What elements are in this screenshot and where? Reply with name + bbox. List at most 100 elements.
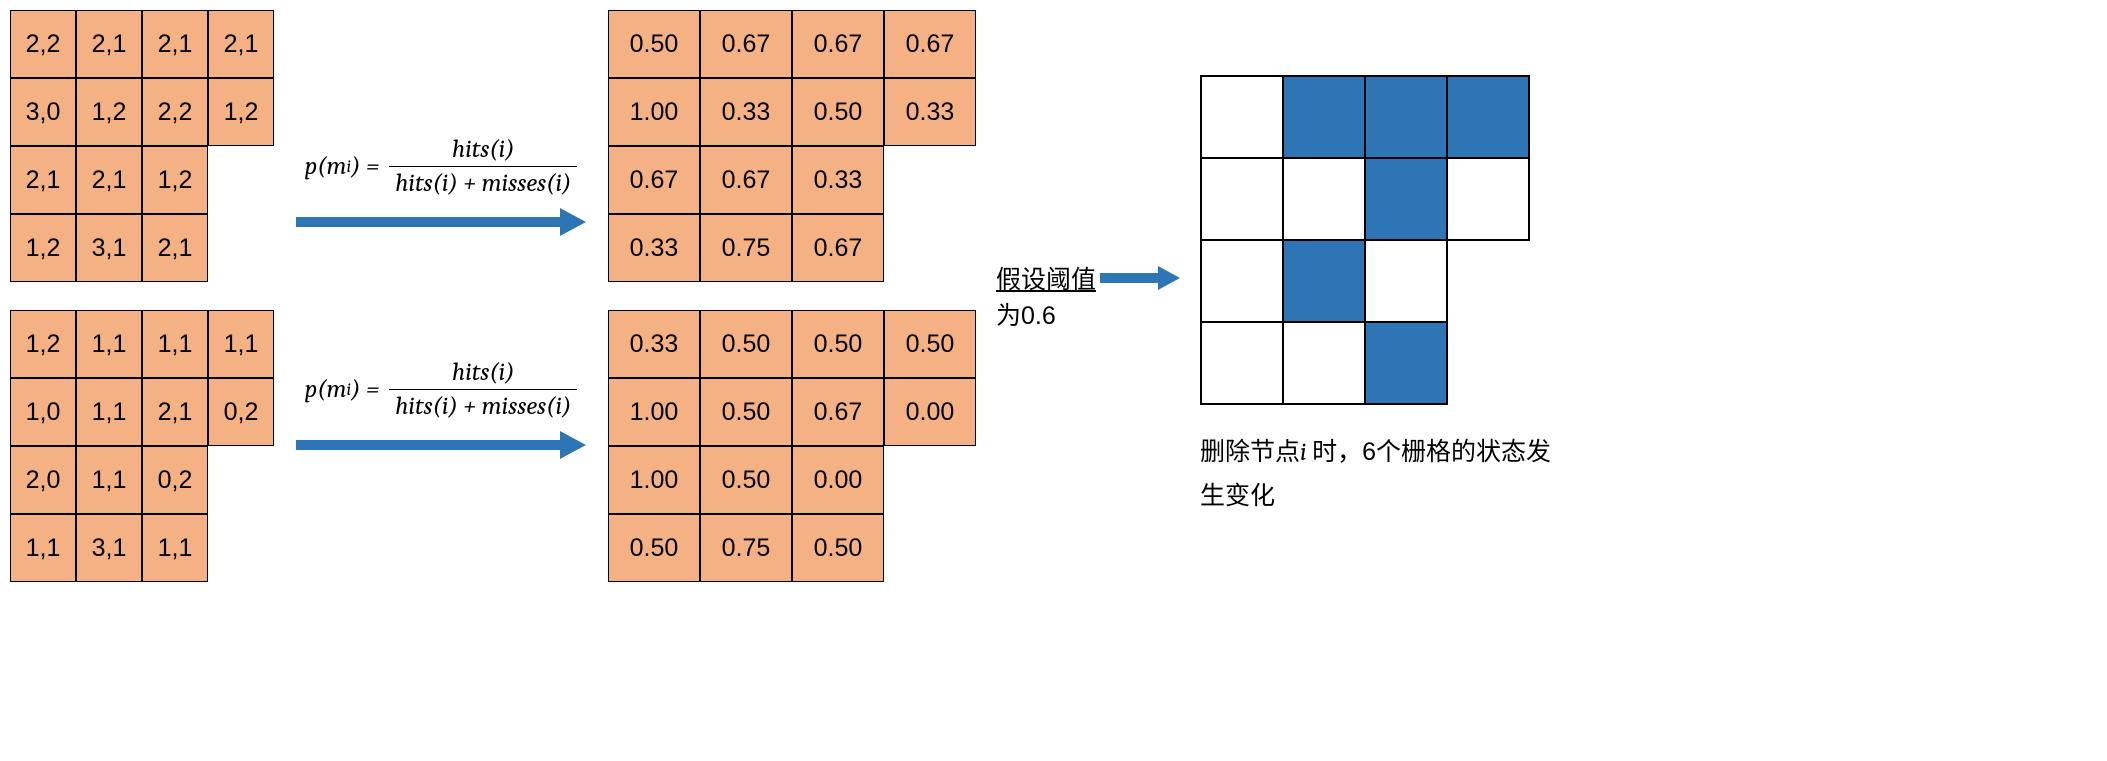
table-cell: 0.67 — [700, 10, 792, 78]
formula-sub-i-2: i — [347, 380, 352, 400]
table-cell — [884, 214, 976, 282]
table-cell: 2,2 — [142, 78, 208, 146]
formula-fraction: hits(i) hits(i) + misses(i) — [389, 133, 577, 200]
table-row: 1,01,12,10,2 — [10, 378, 274, 446]
table-cell — [208, 446, 274, 514]
output-cell — [1200, 321, 1284, 405]
table-cell: 1,1 — [76, 310, 142, 378]
table-cell: 2,1 — [76, 10, 142, 78]
table-cell: 0.33 — [608, 214, 700, 282]
table-row — [1200, 159, 1530, 241]
formula-top: p(mi) = hits(i) hits(i) + misses(i) — [305, 133, 578, 200]
table-cell: 2,1 — [142, 378, 208, 446]
threshold-line1: 假设阈值 — [996, 260, 1096, 296]
table-cell: 1,1 — [142, 514, 208, 582]
table-cell: 1,2 — [208, 78, 274, 146]
table-cell: 1,0 — [10, 378, 76, 446]
table-cell: 0.33 — [700, 78, 792, 146]
table-cell: 0.50 — [884, 310, 976, 378]
table-cell: 0.50 — [792, 514, 884, 582]
table-cell: 0.67 — [792, 378, 884, 446]
threshold-line2: 为0.6 — [996, 296, 1056, 332]
table-cell: 1,1 — [76, 378, 142, 446]
table-cell: 0.50 — [792, 310, 884, 378]
output-cell — [1446, 75, 1530, 159]
output-cell — [1282, 321, 1366, 405]
table-cell: 0.50 — [792, 78, 884, 146]
table-cell: 1,1 — [10, 514, 76, 582]
table-row: 1.000.330.500.33 — [608, 78, 976, 146]
table-row: 0.330.750.67 — [608, 214, 976, 282]
right-table-bottom: 0.330.500.500.501.000.500.670.001.000.50… — [608, 310, 976, 582]
table-cell: 2,2 — [10, 10, 76, 78]
den-arg1: i — [442, 169, 449, 198]
table-cell: 1,1 — [142, 310, 208, 378]
left-tables-column: 2,22,12,12,13,01,22,21,22,12,11,21,23,12… — [10, 10, 274, 582]
output-cell — [1446, 157, 1530, 241]
table-cell: 0.67 — [700, 146, 792, 214]
table-row: 0.330.500.500.50 — [608, 310, 976, 378]
num-fn: hits — [452, 135, 489, 164]
left-table-top: 2,22,12,12,13,01,22,21,22,12,11,21,23,12… — [10, 10, 274, 282]
table-cell: 2,1 — [142, 214, 208, 282]
output-cell — [1282, 239, 1366, 323]
output-cell — [1446, 321, 1530, 405]
table-cell — [884, 146, 976, 214]
den-arg2-2: i — [555, 392, 562, 421]
num-arg: i — [499, 135, 506, 164]
den-fn1: hits — [395, 169, 432, 198]
table-cell: 1,2 — [10, 214, 76, 282]
output-column: 删除节点i 时，6个栅格的状态发生变化 — [1200, 75, 1560, 517]
table-cell: 3,1 — [76, 214, 142, 282]
output-cell — [1446, 239, 1530, 323]
arrow-head-icon — [560, 208, 586, 236]
den-fn2-2: misses — [482, 392, 547, 421]
table-cell: 0.50 — [700, 310, 792, 378]
table-cell — [884, 446, 976, 514]
formula-denominator-2: hits(i) + misses(i) — [389, 390, 577, 423]
formula-sub-i: i — [347, 157, 352, 177]
num-arg-2: i — [499, 358, 506, 387]
table-cell: 0.67 — [884, 10, 976, 78]
den-arg1-2: i — [442, 392, 449, 421]
table-cell: 1,1 — [76, 446, 142, 514]
table-cell — [208, 146, 274, 214]
den-arg2: i — [555, 169, 562, 198]
output-cell — [1364, 321, 1448, 405]
output-caption: 删除节点i 时，6个栅格的状态发生变化 — [1200, 431, 1560, 517]
table-cell: 1,2 — [142, 146, 208, 214]
table-cell: 0.50 — [700, 378, 792, 446]
table-row: 0.500.670.670.67 — [608, 10, 976, 78]
table-row: 0.670.670.33 — [608, 146, 976, 214]
table-cell: 1,2 — [76, 78, 142, 146]
table-row — [1200, 323, 1530, 405]
output-cell — [1364, 75, 1448, 159]
arrow-bottom — [296, 431, 586, 459]
den-fn1-2: hits — [395, 392, 432, 421]
table-cell: 3,1 — [76, 514, 142, 582]
table-cell: 0.67 — [608, 146, 700, 214]
output-cell — [1200, 239, 1284, 323]
table-row: 3,01,22,21,2 — [10, 78, 274, 146]
table-cell: 0.50 — [700, 446, 792, 514]
table-cell — [208, 514, 274, 582]
output-cell — [1282, 75, 1366, 159]
arrow-shaft — [296, 217, 560, 227]
formula-m-2: m — [327, 375, 347, 404]
table-cell: 3,0 — [10, 78, 76, 146]
table-cell: 2,1 — [76, 146, 142, 214]
table-cell: 0.33 — [884, 78, 976, 146]
num-fn-2: hits — [452, 358, 489, 387]
table-cell: 0.50 — [608, 10, 700, 78]
table-row: 2,12,11,2 — [10, 146, 274, 214]
table-cell: 0.75 — [700, 514, 792, 582]
table-cell: 1.00 — [608, 78, 700, 146]
formula-m: m — [327, 152, 347, 181]
table-row: 1,21,11,11,1 — [10, 310, 274, 378]
output-cell — [1364, 239, 1448, 323]
threshold-column: 假设阈值 为0.6 — [996, 260, 1180, 332]
table-cell: 0,2 — [208, 378, 274, 446]
table-cell: 1.00 — [608, 446, 700, 514]
output-cell — [1200, 157, 1284, 241]
table-row: 1,23,12,1 — [10, 214, 274, 282]
